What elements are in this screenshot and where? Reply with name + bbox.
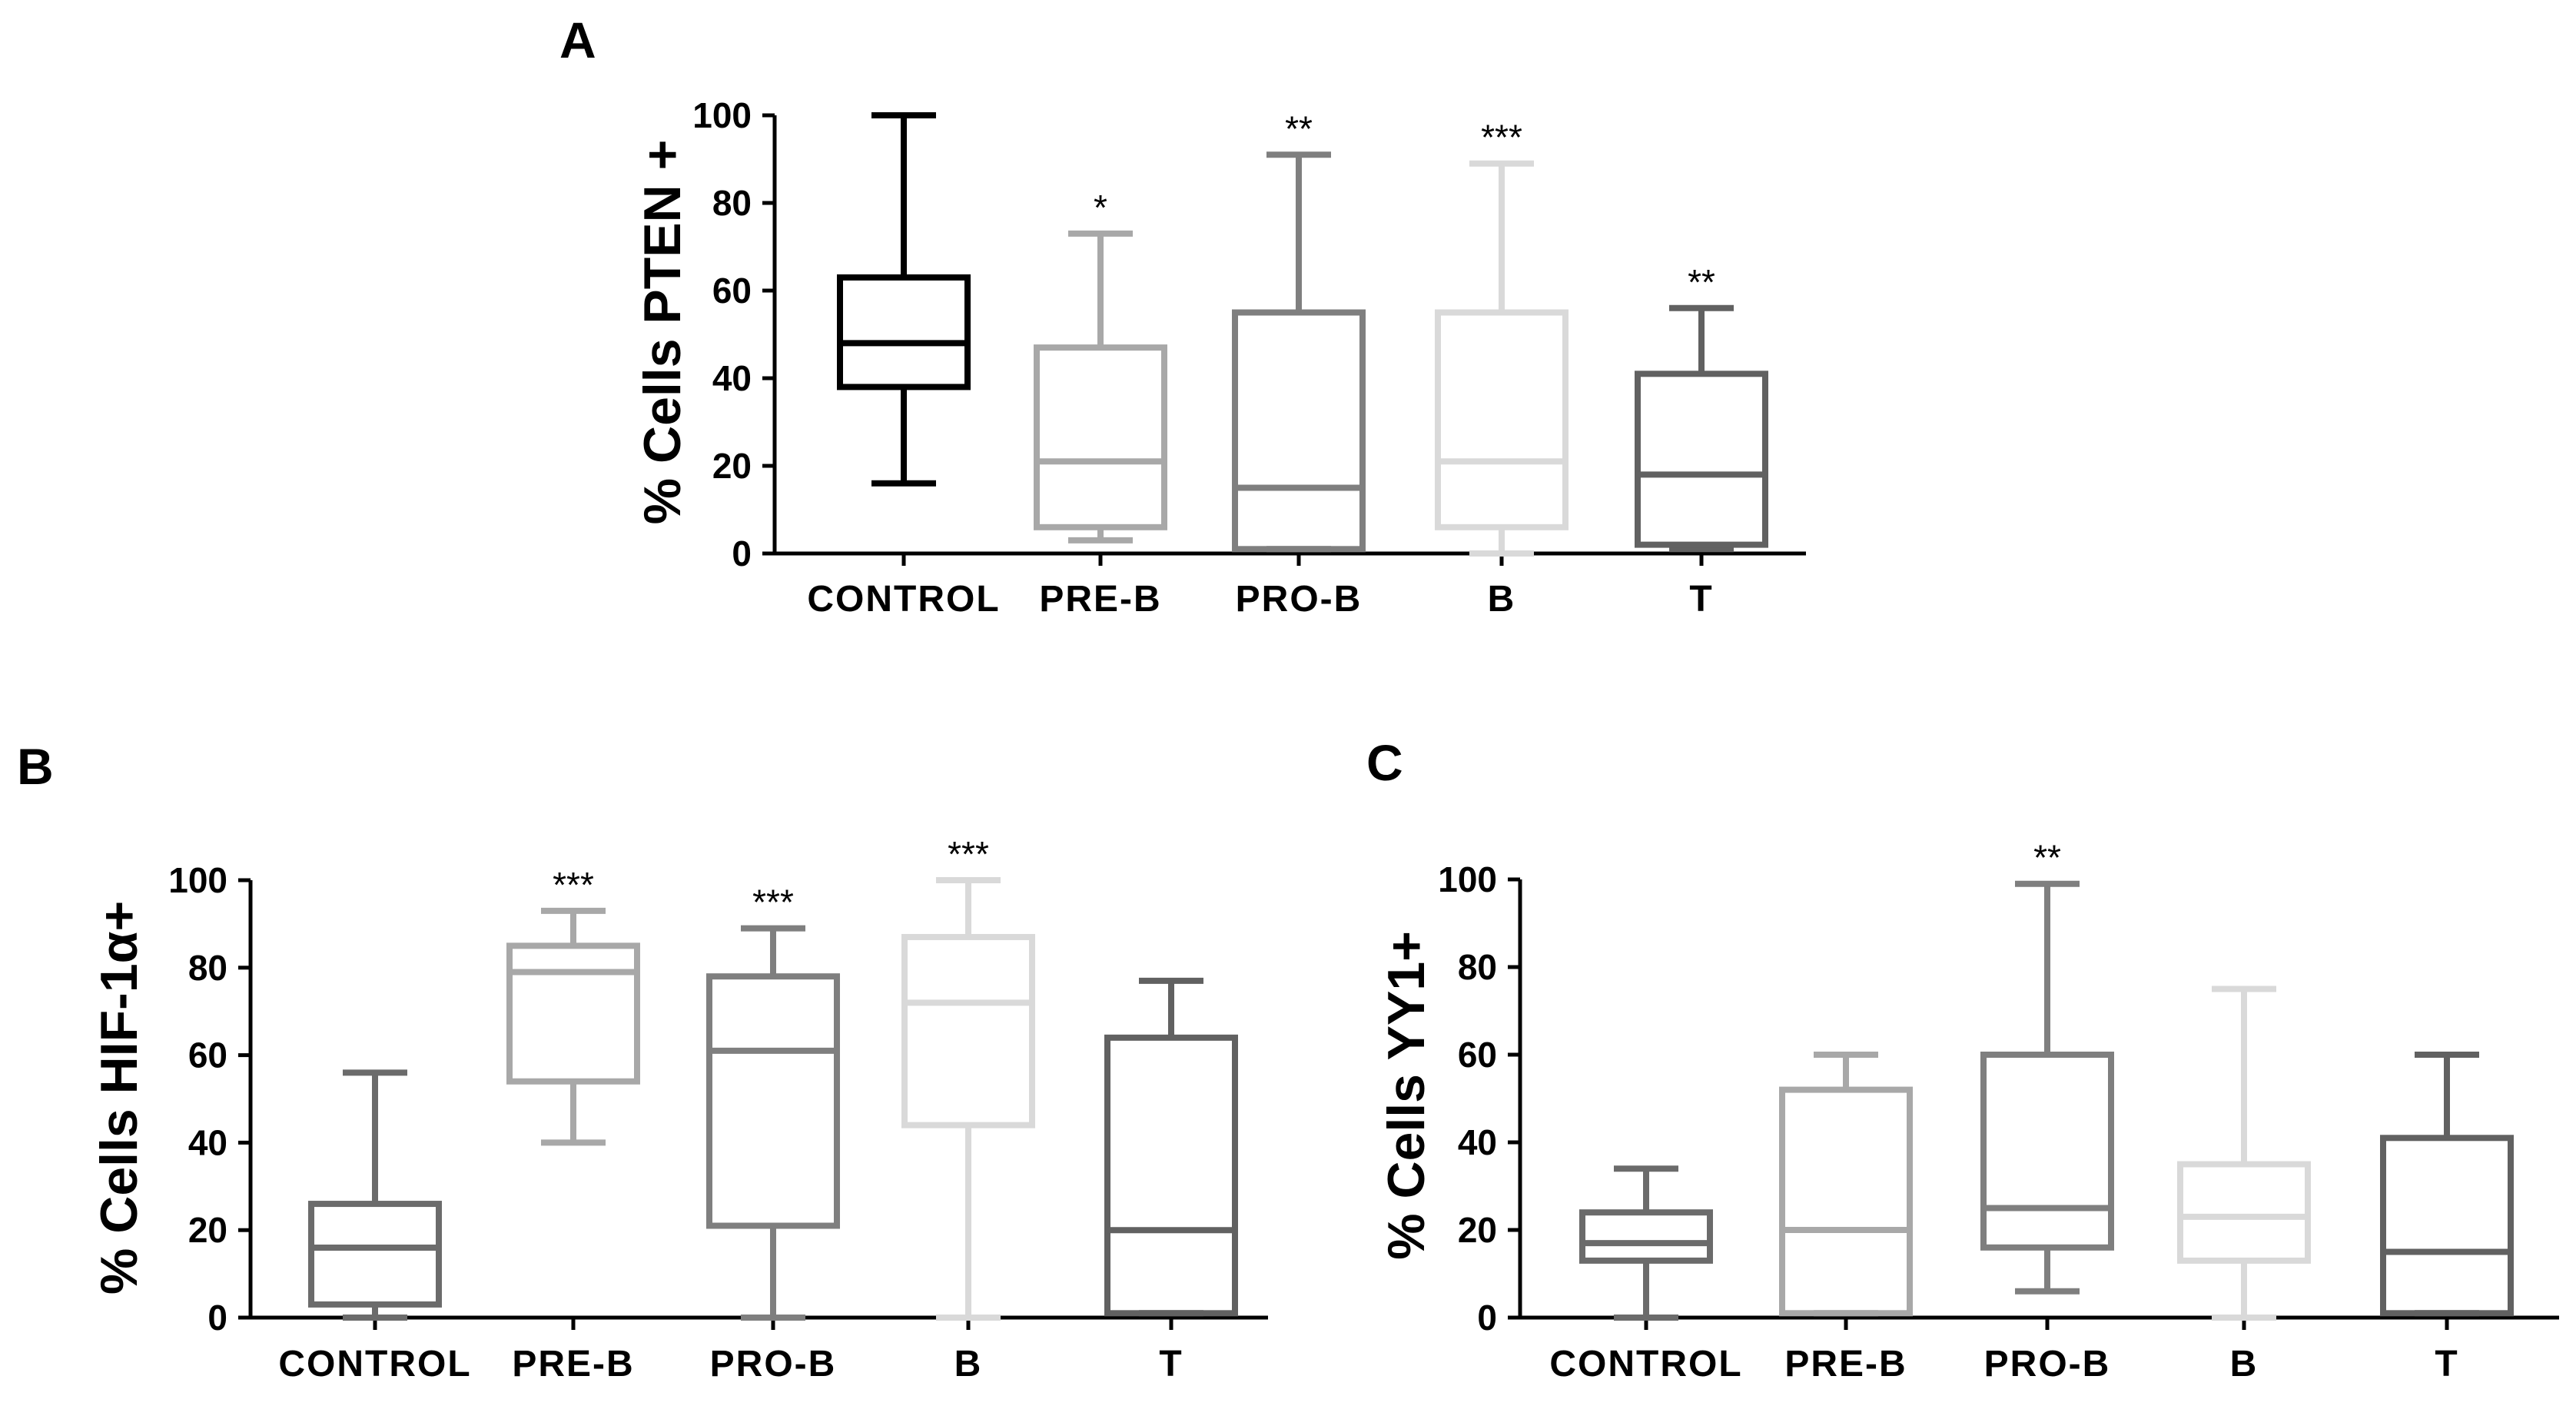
significance-marker: **: [2033, 838, 2061, 878]
x-category-label: PRO-B: [710, 1344, 837, 1384]
significance-marker: *: [1094, 188, 1107, 228]
iqr-box: [2380, 1135, 2514, 1317]
panel-a: A % Cells PTEN + 0 20 40 60 80 100 CONTROL PRE-…: [559, 12, 1806, 620]
y-tick-label: 20: [1458, 1210, 1497, 1250]
y-axis-label-c: % Cells YY1+: [1377, 931, 1436, 1260]
y-tick-label: 100: [692, 95, 752, 135]
iqr-box: [1034, 344, 1167, 530]
panel-c: C % Cells YY1+ 0 20 40 60 80 100 CONTROL PRE-B P…: [1366, 734, 2559, 1384]
iqr-box: [1104, 1034, 1238, 1317]
x-category-label: PRO-B: [1984, 1344, 2111, 1384]
panel-b: B % Cells HIF-1α+ 0 20 40 60 80 100 CONTROL PRE…: [17, 738, 1268, 1384]
y-tick-label: 80: [188, 948, 227, 988]
y-tick-label: 0: [207, 1298, 227, 1338]
y-tick-label: 60: [188, 1035, 227, 1075]
x-category-label: T: [1689, 579, 1713, 620]
panel-letter-a: A: [559, 12, 596, 68]
iqr-box: [1779, 1086, 1913, 1317]
iqr-box: [506, 942, 640, 1085]
x-category-label: CONTROL: [807, 579, 1000, 620]
x-category-label: B: [1488, 579, 1516, 620]
significance-marker: ***: [752, 882, 794, 922]
x-category-label: PRE-B: [1784, 1344, 1907, 1384]
x-category-label: T: [1159, 1344, 1183, 1384]
panel-letter-b: B: [17, 738, 54, 795]
y-tick-label: 80: [712, 183, 752, 223]
y-tick-label: 40: [1458, 1122, 1497, 1162]
iqr-box: [308, 1201, 442, 1308]
y-tick-label: 60: [1458, 1035, 1497, 1075]
significance-marker: ***: [948, 834, 989, 874]
y-tick-label: 20: [188, 1210, 227, 1250]
iqr-box: [1435, 309, 1569, 530]
y-axis-label-b: % Cells HIF-1α+: [90, 901, 148, 1295]
x-category-label: B: [954, 1344, 983, 1384]
iqr-box: [1579, 1209, 1713, 1264]
y-tick-label: 0: [732, 533, 752, 573]
panel-letter-c: C: [1366, 734, 1403, 791]
iqr-box: [1232, 309, 1366, 553]
significance-marker: ***: [553, 865, 594, 905]
x-category-label: PRO-B: [1236, 579, 1363, 620]
iqr-box: [1635, 371, 1768, 548]
y-tick-label: 100: [168, 860, 227, 900]
y-tick-label: 100: [1438, 859, 1497, 899]
x-category-label: PRE-B: [1039, 579, 1161, 620]
y-tick-label: 80: [1458, 947, 1497, 987]
y-tick-label: 60: [712, 271, 752, 311]
y-axis-label-a: % Cells PTEN +: [633, 140, 692, 525]
iqr-box: [901, 933, 1035, 1128]
x-category-label: B: [2230, 1344, 2259, 1384]
y-tick-label: 40: [188, 1122, 227, 1162]
significance-marker: **: [1688, 262, 1715, 302]
y-tick-label: 40: [712, 358, 752, 398]
iqr-box: [837, 274, 971, 391]
iqr-box: [706, 973, 840, 1229]
x-category-label: T: [2435, 1344, 2458, 1384]
y-tick-label: 0: [1477, 1298, 1497, 1338]
x-category-label: CONTROL: [278, 1344, 471, 1384]
y-tick-label: 20: [712, 446, 752, 486]
significance-marker: **: [1285, 108, 1313, 148]
iqr-box: [1980, 1052, 2114, 1251]
x-category-label: PRE-B: [512, 1344, 634, 1384]
x-category-label: CONTROL: [1549, 1344, 1742, 1384]
iqr-box: [2177, 1161, 2311, 1264]
significance-marker: ***: [1481, 118, 1522, 158]
